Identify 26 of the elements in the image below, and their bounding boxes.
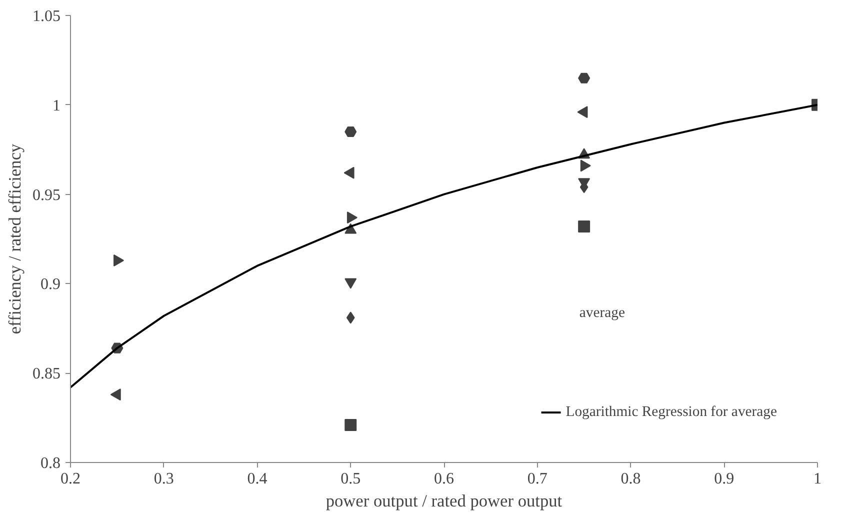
y-tick-label: 0.8 xyxy=(40,455,60,472)
y-tick-label: 0.95 xyxy=(32,186,60,204)
x-tick-label: 0.3 xyxy=(154,470,174,488)
annotation: average xyxy=(579,305,625,322)
y-tick-label: 0.85 xyxy=(32,366,60,383)
point xyxy=(344,126,357,137)
x-tick-label: 0.5 xyxy=(340,470,361,488)
x-tick-label: 0.6 xyxy=(434,470,454,488)
point xyxy=(578,72,590,84)
point xyxy=(580,160,591,172)
x-tick-label: 0.2 xyxy=(60,470,80,488)
point xyxy=(346,212,358,224)
x-tick-label: 0.4 xyxy=(247,470,268,488)
y-axis-title: efficiency / rated efficiency xyxy=(6,143,24,334)
y-tick-label: 1 xyxy=(52,97,60,114)
x-tick-label: 1 xyxy=(814,470,822,488)
legend-label: Logarithmic Regression for average xyxy=(566,404,777,420)
point xyxy=(346,312,355,324)
y-tick-label: 0.9 xyxy=(40,276,60,294)
x-tick-label: 0.7 xyxy=(527,470,548,488)
y-tick-label: 1.05 xyxy=(32,8,60,25)
x-tick-label: 0.9 xyxy=(714,470,734,488)
point xyxy=(344,418,357,431)
x-tick-label: 0.8 xyxy=(620,470,641,488)
point xyxy=(578,220,590,232)
x-axis-title: power output / rated power output xyxy=(326,492,562,510)
